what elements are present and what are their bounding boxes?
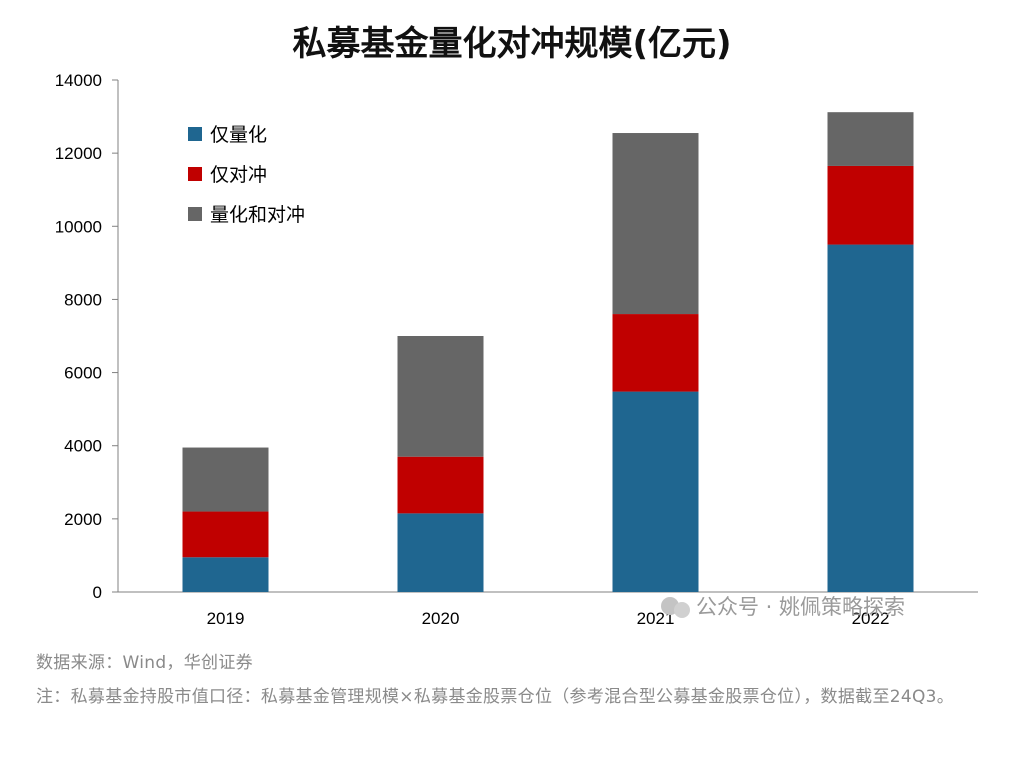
legend-label: 量化和对冲: [210, 204, 305, 226]
legend-swatch: [188, 127, 202, 141]
legend-label: 仅量化: [210, 124, 267, 146]
footnote: 注：私募基金持股市值口径：私募基金管理规模×私募基金股票仓位（参考混合型公募基金…: [36, 687, 955, 707]
legend-swatch: [188, 167, 202, 181]
y-tick-label: 8000: [64, 290, 102, 309]
watermark-logo-icon: [661, 597, 690, 618]
watermark: 公众号 · 姚佩策略探索: [696, 595, 905, 619]
x-tick-label: 2019: [207, 609, 245, 628]
legend-label: 仅对冲: [210, 164, 267, 186]
data-source: 数据来源：Wind，华创证券: [36, 653, 253, 673]
bar-segment: [397, 336, 484, 457]
chart: 私募基金量化对冲规模(亿元) 0 2000 4000 6000 8000 10000 120…: [55, 24, 978, 628]
bar-segment: [612, 391, 699, 592]
x-tick-label: 2021: [637, 609, 675, 628]
y-tick-label: 14000: [55, 71, 102, 90]
y-tick-label: 10000: [55, 217, 102, 236]
y-tick-label: 4000: [64, 437, 102, 456]
bars: [182, 112, 914, 593]
bar-segment: [827, 165, 914, 245]
bar-segment: [827, 244, 914, 593]
chart-title: 私募基金量化对冲规模(亿元): [292, 24, 731, 64]
bar-segment: [182, 447, 269, 512]
legend-swatch: [188, 207, 202, 221]
bar-segment: [397, 456, 484, 514]
bar-segment: [182, 511, 269, 558]
bar-segment: [397, 513, 484, 592]
y-tick-label: 6000: [64, 364, 102, 383]
bar-segment: [182, 557, 269, 592]
y-tick-label: 0: [93, 583, 102, 602]
x-tick-label: 2020: [422, 609, 460, 628]
y-tick-label: 2000: [64, 510, 102, 529]
bar-segment: [612, 314, 699, 392]
y-tick-label: 12000: [55, 144, 102, 163]
bar-segment: [612, 133, 699, 315]
bar-segment: [827, 112, 914, 166]
y-axis: 0 2000 4000 6000 8000 10000 12000 14000: [55, 71, 119, 602]
x-tick-label: 2022: [852, 609, 890, 628]
